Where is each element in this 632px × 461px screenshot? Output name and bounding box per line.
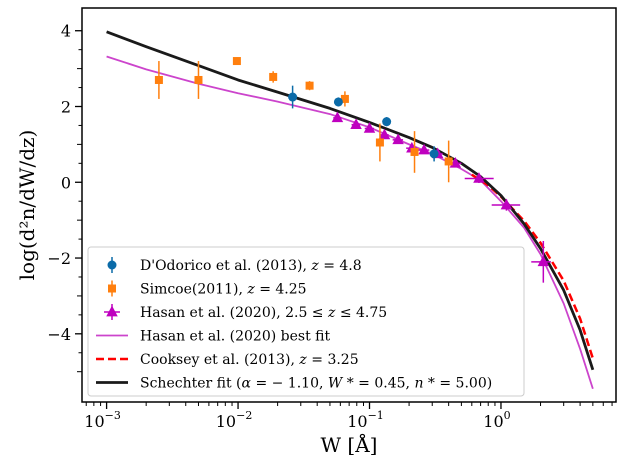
legend-swatch: [108, 280, 116, 297]
data-point-hasan: [331, 111, 344, 123]
data-point-hasan: [363, 122, 376, 133]
data-point-hasan: [491, 198, 521, 211]
data-point-hasan: [464, 172, 494, 184]
y-tick-label: −2: [47, 249, 71, 268]
x-tick-label-exponent: −1: [368, 409, 384, 422]
series-dodorico: [288, 85, 439, 162]
data-point-simcoe: [375, 123, 384, 162]
data-point-simcoe: [340, 91, 349, 107]
legend-swatch: [104, 304, 120, 320]
data-point-simcoe: [232, 57, 241, 66]
legend-label: D'Odorico et al. (2013), z = 4.8: [140, 258, 362, 274]
y-axis-label: log(d²n/dW/dz): [15, 130, 39, 281]
x-tick-label-base: 10: [216, 412, 236, 431]
x-tick-label-base: 10: [84, 412, 104, 431]
x-tick-label: 100: [483, 409, 510, 431]
data-point-hasan: [378, 128, 391, 140]
plot-frame: [81, 7, 617, 403]
legend-entry-schechter: Schechter fit (α = − 1.10, W * = 0.45, n…: [96, 376, 492, 392]
x-tick-label-exponent: −2: [236, 409, 252, 422]
x-axis-label: W [Å]: [321, 432, 378, 457]
series-layer: [106, 30, 595, 390]
data-point-hasan: [531, 240, 551, 283]
data-point-dodorico: [288, 85, 298, 109]
y-tick-label: 0: [61, 173, 71, 192]
legend-entry-hasan_fit: Hasan et al. (2020) best fit: [96, 329, 330, 345]
data-point-simcoe: [410, 131, 419, 173]
x-tick-label-base: 10: [347, 412, 367, 431]
legend-label: Cooksey et al. (2013), z = 3.25: [140, 352, 359, 368]
data-point-simcoe: [444, 140, 453, 183]
legend: D'Odorico et al. (2013), z = 4.8 Simcoe(2…: [87, 246, 525, 397]
y-tick-label: −4: [47, 325, 71, 344]
data-point-simcoe: [154, 61, 163, 99]
x-tick-label: 10−1: [347, 409, 384, 431]
legend-entry-hasan: Hasan et al. (2020), 2.5 ≤ z ≤ 4.75: [104, 304, 387, 321]
data-point-dodorico: [382, 117, 392, 127]
legend-label: Simcoe(2011), z = 4.25: [140, 282, 307, 298]
y-tick-label: 2: [61, 98, 71, 117]
data-point-dodorico: [333, 97, 343, 107]
legend-swatch: [107, 257, 117, 273]
data-point-dodorico: [429, 146, 439, 162]
data-point-simcoe: [194, 61, 203, 99]
data-point-hasan: [350, 118, 362, 129]
series-simcoe: [154, 57, 453, 183]
legend-entry-dodorico: D'Odorico et al. (2013), z = 4.8: [107, 257, 362, 274]
legend-entry-simcoe: Simcoe(2011), z = 4.25: [108, 280, 307, 298]
legend-entry-cooksey: Cooksey et al. (2013), z = 3.25: [96, 352, 359, 368]
y-axis-ticks: 4 2 0 −2 −4: [47, 22, 82, 373]
y-tick-label: 4: [61, 22, 71, 41]
x-tick-label-base: 10: [483, 412, 503, 431]
data-point-hasan: [392, 133, 404, 145]
x-axis-ticks: 10−3 10−2 10−1 100: [84, 402, 511, 431]
x-tick-label: 10−2: [216, 409, 253, 431]
legend-label: Hasan et al. (2020) best fit: [140, 329, 330, 345]
legend-label: Schechter fit (α = − 1.10, W * = 0.45, n…: [140, 376, 492, 392]
data-point-simcoe: [269, 71, 278, 83]
legend-box: [87, 246, 525, 397]
legend-label: Hasan et al. (2020), 2.5 ≤ z ≤ 4.75: [140, 305, 387, 321]
x-tick-label: 10−3: [84, 409, 121, 431]
data-point-simcoe: [305, 81, 314, 91]
data-point-hasan: [418, 143, 430, 155]
x-tick-label-exponent: 0: [504, 409, 511, 422]
x-tick-label-exponent: −3: [105, 409, 121, 422]
